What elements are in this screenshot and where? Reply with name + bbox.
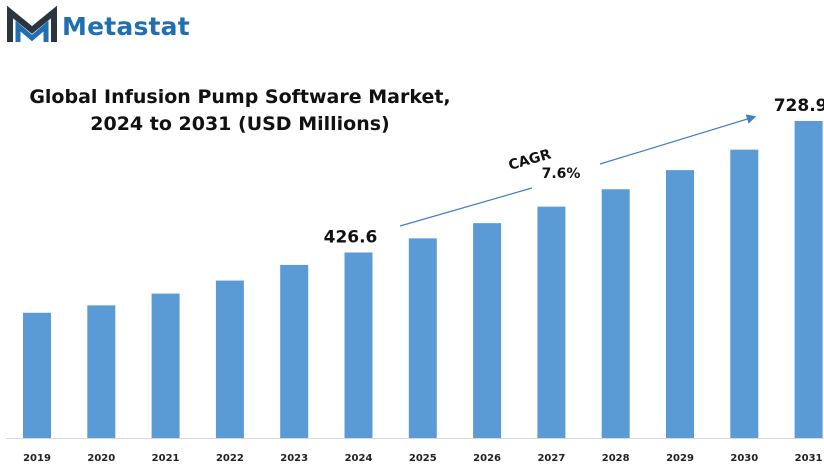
bar-2030 [730, 149, 759, 438]
x-tick-label-2025: 2025 [409, 453, 437, 464]
cagr-arrow [599, 114, 757, 165]
brand-logo: Metastat [6, 6, 190, 46]
bar-2027 [537, 206, 566, 438]
bar-2023 [280, 264, 309, 438]
x-tick-label-2027: 2027 [537, 453, 565, 464]
brand-name: Metastat [62, 11, 190, 41]
cagr-arrow-segment-1 [399, 187, 533, 227]
bar-2026 [473, 223, 502, 438]
bar-2031 [794, 121, 823, 438]
x-tick-label-2020: 2020 [87, 453, 115, 464]
bar-2022 [215, 280, 244, 438]
x-tick-label-2028: 2028 [602, 453, 630, 464]
x-tick-label-2019: 2019 [23, 453, 51, 464]
x-tick-label-2024: 2024 [345, 453, 373, 464]
chart-title: Global Infusion Pump Software Market, 20… [16, 84, 464, 138]
bar-2019 [23, 312, 51, 438]
bar-2024 [344, 252, 373, 438]
bar-2020 [87, 305, 116, 438]
x-tick-label-2030: 2030 [730, 453, 758, 464]
x-tick-label-2023: 2023 [280, 453, 308, 464]
x-tick-label-2021: 2021 [152, 453, 180, 464]
data-label-2024: 426.6 [324, 227, 378, 247]
x-tick-label-2029: 2029 [666, 453, 694, 464]
bar-2028 [601, 189, 630, 438]
cagr-value: 7.6% [542, 166, 581, 182]
chart-title-line-2: 2024 to 2031 (USD Millions) [90, 113, 390, 135]
bar-2029 [666, 170, 694, 439]
chart-title-line-1: Global Infusion Pump Software Market, [29, 86, 451, 108]
data-label-2031: 728.9 [774, 96, 824, 116]
x-tick-label-2022: 2022 [216, 453, 244, 464]
bar-2025 [408, 238, 437, 438]
bar-2021 [151, 293, 180, 438]
x-tick-label-2031: 2031 [795, 453, 823, 464]
metastat-logo-icon [7, 6, 57, 42]
x-tick-label-2026: 2026 [473, 453, 501, 464]
